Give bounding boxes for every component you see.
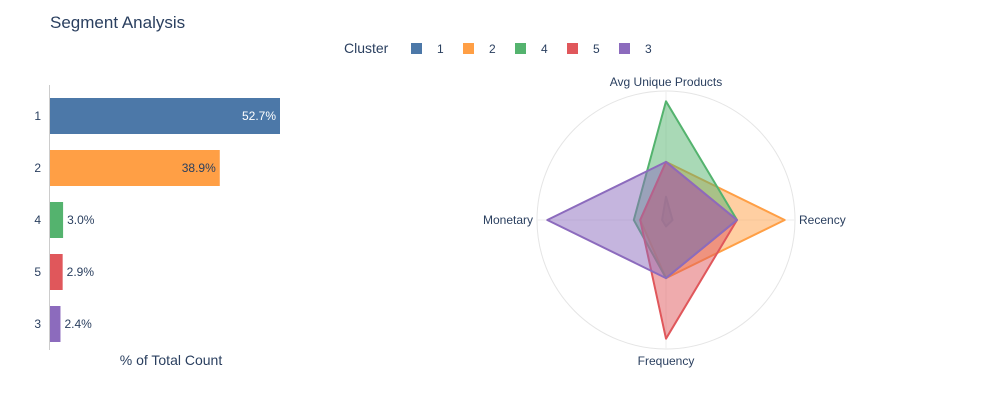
legend-swatch-3[interactable] [619, 43, 630, 54]
y-tick-3: 3 [34, 317, 41, 331]
legend-label-4[interactable]: 4 [541, 42, 548, 56]
bar-label-4: 3.0% [67, 213, 95, 227]
radar-axis-label-0: Avg Unique Products [610, 75, 723, 89]
bar-label-2: 38.9% [182, 161, 216, 175]
legend-label-5[interactable]: 5 [593, 42, 600, 56]
y-tick-1: 1 [34, 109, 41, 123]
bar-3[interactable] [50, 306, 61, 342]
legend-label-3[interactable]: 3 [645, 42, 652, 56]
legend-label-1[interactable]: 1 [437, 42, 444, 56]
legend-swatch-4[interactable] [515, 43, 526, 54]
bar-label-3: 2.4% [64, 317, 92, 331]
chart-title: Segment Analysis [50, 13, 185, 32]
bar-2[interactable] [50, 150, 220, 186]
radar-axis-label-2: Frequency [638, 354, 695, 368]
bar-chart: 1 52.7% 2 38.9% 4 3.0% 5 2.9% 3 2.4% [34, 85, 280, 350]
legend: 1 2 4 5 3 [411, 42, 652, 56]
x-axis-title: % of Total Count [120, 352, 223, 368]
radar-axis-label-3: Monetary [483, 213, 533, 227]
legend-swatch-5[interactable] [567, 43, 578, 54]
legend-label-2[interactable]: 2 [489, 42, 496, 56]
bar-4[interactable] [50, 202, 64, 238]
legend-swatch-1[interactable] [411, 43, 422, 54]
legend-swatch-2[interactable] [463, 43, 474, 54]
bar-label-5: 2.9% [67, 265, 95, 279]
bar-5[interactable] [50, 254, 63, 290]
radar-chart: Avg Unique Products Recency Frequency Monet… [483, 75, 846, 368]
radar-axis-label-1: Recency [799, 213, 846, 227]
bar-1[interactable] [50, 98, 280, 134]
legend-title: Cluster [344, 40, 389, 56]
y-tick-4: 4 [34, 213, 41, 227]
y-tick-2: 2 [34, 161, 41, 175]
bar-label-1: 52.7% [242, 109, 276, 123]
y-tick-5: 5 [34, 265, 41, 279]
radar-series-3[interactable] [546, 160, 738, 280]
